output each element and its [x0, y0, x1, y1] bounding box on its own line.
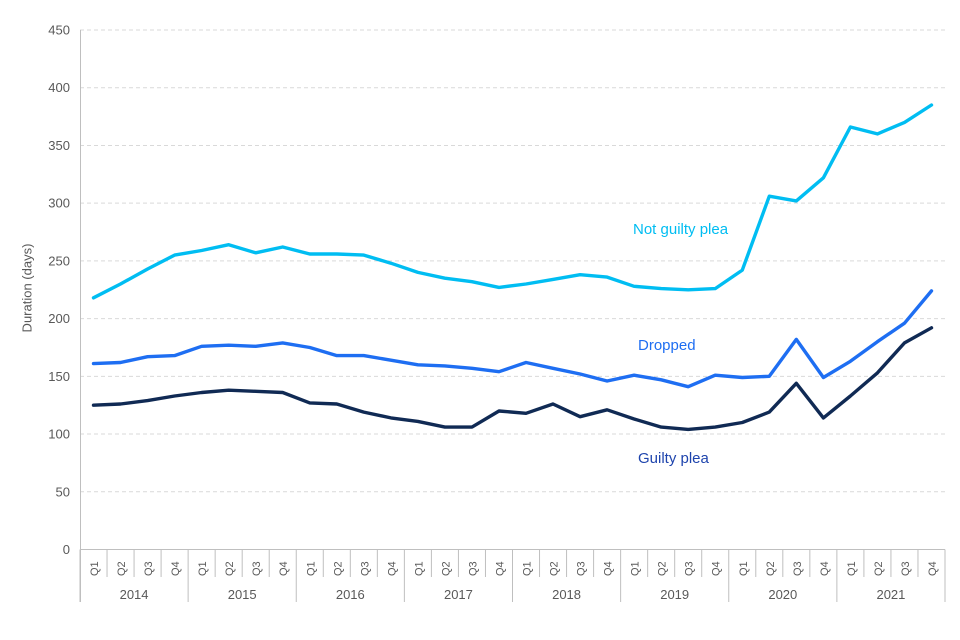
x-year-label: 2021: [876, 587, 905, 602]
x-year-label: 2018: [552, 587, 581, 602]
x-quarter-label: Q4: [603, 561, 615, 576]
x-quarter-label: Q3: [792, 561, 804, 576]
series-label-guilty-plea: Guilty plea: [638, 450, 709, 467]
y-tick-label: 450: [48, 23, 70, 38]
x-quarter-label: Q4: [170, 561, 182, 576]
x-quarter-label: Q3: [900, 561, 912, 576]
x-year-label: 2015: [228, 587, 257, 602]
x-quarter-label: Q4: [711, 561, 723, 576]
y-tick-label: 250: [48, 253, 70, 268]
y-tick-label: 50: [56, 484, 70, 499]
x-quarter-label: Q1: [197, 561, 209, 576]
x-quarter-label: Q3: [467, 561, 479, 576]
x-quarter-label: Q4: [278, 561, 290, 576]
x-quarter-label: Q1: [89, 561, 101, 576]
series-line-not-guilty-plea: [91, 103, 934, 300]
x-quarter-label: Q2: [765, 561, 777, 576]
x-quarter-label: Q1: [413, 561, 425, 576]
x-quarter-label: Q1: [522, 561, 534, 576]
x-quarter-label: Q2: [332, 561, 344, 576]
x-quarter-label: Q4: [819, 561, 831, 576]
y-tick-label: 150: [48, 369, 70, 384]
x-quarter-label: Q1: [846, 561, 858, 576]
x-quarter-label: Q3: [251, 561, 263, 576]
x-quarter-label: Q3: [143, 561, 155, 576]
x-quarter-label: Q1: [738, 561, 750, 576]
series-line-dropped: [91, 289, 934, 389]
x-quarter-label: Q2: [224, 561, 236, 576]
x-year-label: 2017: [444, 587, 473, 602]
x-quarter-label: Q2: [549, 561, 561, 576]
x-year-label: 2014: [120, 587, 149, 602]
x-quarter-label: Q3: [359, 561, 371, 576]
x-quarter-label: Q3: [684, 561, 696, 576]
y-tick-label: 400: [48, 80, 70, 95]
x-quarter-label: Q4: [494, 561, 506, 576]
x-year-label: 2019: [660, 587, 689, 602]
y-axis-title: Duration (days): [19, 243, 35, 333]
x-quarter-label: Q2: [116, 561, 128, 576]
x-quarter-label: Q4: [927, 561, 939, 576]
y-tick-label: 300: [48, 196, 70, 211]
series-label-not-guilty-plea: Not guilty plea: [633, 221, 729, 238]
x-quarter-label: Q1: [305, 561, 317, 576]
x-quarter-label: Q2: [657, 561, 669, 576]
y-tick-label: 350: [48, 138, 70, 153]
x-quarter-label: Q3: [576, 561, 588, 576]
series-line-guilty-plea: [91, 326, 934, 432]
series-label-dropped: Dropped: [638, 337, 696, 354]
x-quarter-label: Q4: [386, 561, 398, 576]
y-tick-label: 0: [63, 542, 70, 557]
x-quarter-label: Q1: [630, 561, 642, 576]
x-quarter-label: Q2: [440, 561, 452, 576]
x-quarter-label: Q2: [873, 561, 885, 576]
x-year-label: 2020: [768, 587, 797, 602]
y-tick-label: 100: [48, 427, 70, 442]
y-tick-label: 200: [48, 311, 70, 326]
x-year-label: 2016: [336, 587, 365, 602]
